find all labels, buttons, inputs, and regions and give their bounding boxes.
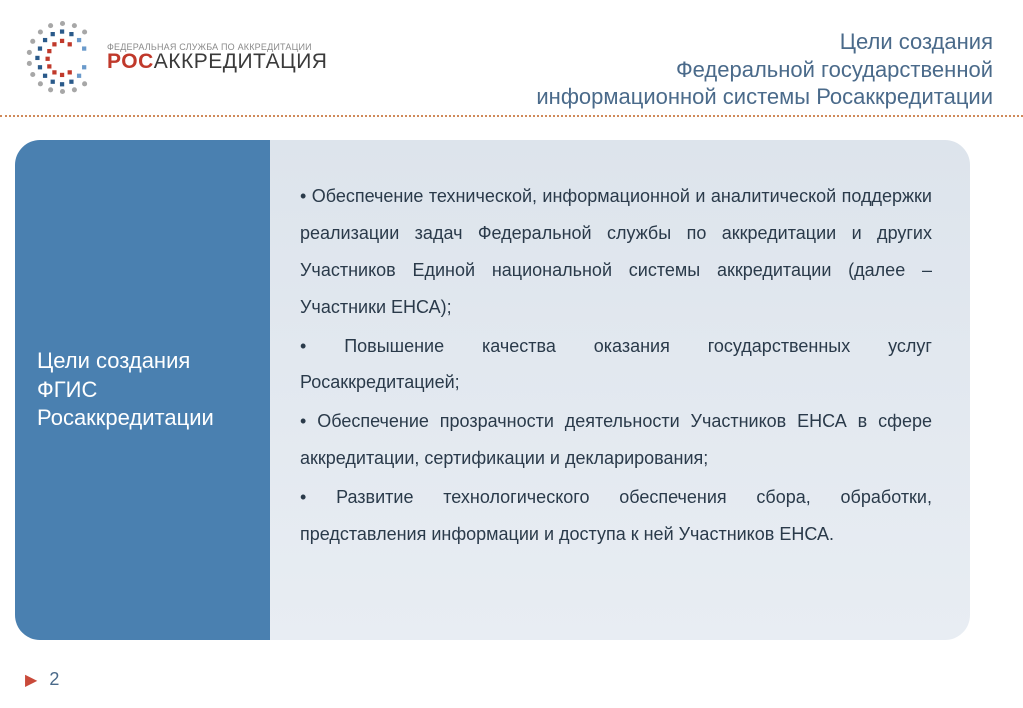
- logo: ФЕДЕРАЛЬНАЯ СЛУЖБА ПО АККРЕДИТАЦИИ РОСАК…: [20, 15, 327, 100]
- logo-mark-icon: [20, 15, 105, 100]
- content-card: Цели создания ФГИС Росаккредитации • Обе…: [15, 140, 970, 640]
- bullet-item: • Обеспечение прозрачности деятельности …: [300, 403, 932, 477]
- logo-wordmark: РОСАККРЕДИТАЦИЯ: [107, 50, 327, 74]
- bullet-list: • Обеспечение технической, информационно…: [300, 178, 932, 553]
- slide-title: Цели создания Федеральной государственно…: [536, 28, 993, 111]
- logo-text: ФЕДЕРАЛЬНАЯ СЛУЖБА ПО АККРЕДИТАЦИИ РОСАК…: [107, 42, 327, 74]
- divider: [0, 115, 1023, 117]
- card-heading-panel: Цели создания ФГИС Росаккредитации: [15, 140, 270, 640]
- title-line-2: Федеральной государственной: [536, 56, 993, 84]
- bullet-item: • Повышение качества оказания государств…: [300, 328, 932, 402]
- card-heading: Цели создания ФГИС Росаккредитации: [37, 347, 255, 433]
- title-line-3: информационной системы Росаккредитации: [536, 83, 993, 111]
- bullet-text: Развитие технологического обеспечения сб…: [300, 487, 932, 544]
- bullet-item: • Обеспечение технической, информационно…: [300, 178, 932, 326]
- footer: ▶ 2: [25, 669, 59, 690]
- logo-suffix: АККРЕДИТАЦИЯ: [154, 50, 328, 73]
- bullet-item: • Развитие технологического обеспечения …: [300, 479, 932, 553]
- page-number: 2: [49, 669, 59, 690]
- logo-prefix: РОС: [107, 50, 154, 73]
- bullet-text: Обеспечение технической, информационной …: [300, 186, 932, 317]
- bullet-text: Повышение качества оказания государствен…: [300, 336, 932, 393]
- title-line-1: Цели создания: [536, 28, 993, 56]
- bullet-text: Обеспечение прозрачности деятельности Уч…: [300, 411, 932, 468]
- page-arrow-icon: ▶: [25, 670, 37, 690]
- card-body-panel: • Обеспечение технической, информационно…: [270, 140, 970, 640]
